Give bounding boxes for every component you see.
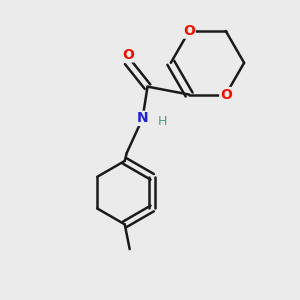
Text: O: O bbox=[183, 24, 195, 38]
Text: H: H bbox=[158, 115, 167, 128]
Text: O: O bbox=[220, 88, 232, 102]
Text: N: N bbox=[137, 111, 148, 125]
Text: O: O bbox=[122, 48, 134, 62]
